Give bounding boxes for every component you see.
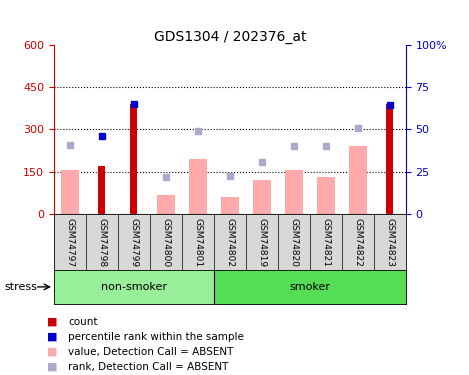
Bar <box>98 166 106 214</box>
Bar <box>285 170 303 214</box>
Text: stress: stress <box>5 282 38 292</box>
Text: rank, Detection Call = ABSENT: rank, Detection Call = ABSENT <box>68 362 228 372</box>
Text: ■: ■ <box>47 332 57 342</box>
Bar <box>349 146 366 214</box>
Text: GSM74799: GSM74799 <box>129 218 138 267</box>
Text: GSM74820: GSM74820 <box>289 218 298 267</box>
Text: value, Detection Call = ABSENT: value, Detection Call = ABSENT <box>68 347 234 357</box>
Text: ■: ■ <box>47 362 57 372</box>
Text: ■: ■ <box>47 317 57 327</box>
Title: GDS1304 / 202376_at: GDS1304 / 202376_at <box>153 30 306 44</box>
Text: GSM74798: GSM74798 <box>98 218 106 267</box>
Text: GSM74819: GSM74819 <box>257 218 266 267</box>
Text: GSM74822: GSM74822 <box>353 218 362 267</box>
Bar <box>386 104 393 214</box>
Text: smoker: smoker <box>289 282 330 292</box>
Text: percentile rank within the sample: percentile rank within the sample <box>68 332 244 342</box>
Bar <box>317 177 334 214</box>
Text: GSM74802: GSM74802 <box>225 218 234 267</box>
Text: GSM74823: GSM74823 <box>385 218 394 267</box>
Bar <box>221 197 239 214</box>
Bar <box>130 104 137 214</box>
Text: GSM74797: GSM74797 <box>65 218 75 267</box>
Text: GSM74800: GSM74800 <box>161 218 170 267</box>
Text: GSM74821: GSM74821 <box>321 218 330 267</box>
Text: non-smoker: non-smoker <box>101 282 167 292</box>
Bar <box>157 195 174 214</box>
Bar <box>61 170 79 214</box>
Bar <box>189 159 207 214</box>
Text: ■: ■ <box>47 347 57 357</box>
Text: GSM74801: GSM74801 <box>193 218 202 267</box>
Bar <box>253 180 271 214</box>
Text: count: count <box>68 317 98 327</box>
